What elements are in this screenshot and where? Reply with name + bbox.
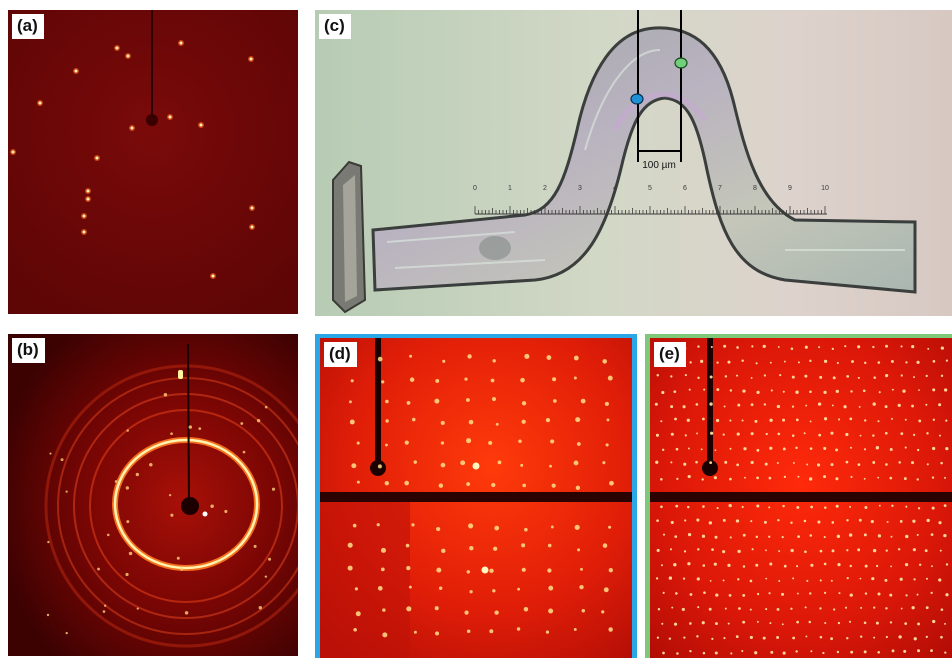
ruler-tick-label: 3: [578, 185, 582, 192]
diffraction-image-e: [650, 338, 952, 658]
ruler-tick-label: 2: [543, 185, 547, 192]
ruler-tick-label: 9: [788, 185, 792, 192]
diffraction-panel-b: (b): [8, 334, 298, 656]
diffraction-image-b: [8, 334, 298, 656]
ruler-tick-label: 7: [718, 185, 722, 192]
crystal-micrograph-image: 0 1 2 3 4 5 6 7 8 9 10 100 µm: [315, 10, 952, 316]
green-position-marker: [674, 57, 688, 69]
panel-label-b: (b): [12, 338, 45, 363]
diffraction-image-a: [8, 10, 298, 314]
ruler-tick-label: 4: [613, 185, 617, 192]
panel-label-a: (a): [12, 14, 44, 39]
ruler-tick-label: 8: [753, 185, 757, 192]
panel-label-c: (c): [319, 14, 351, 39]
diffraction-panel-e: (e): [645, 334, 952, 658]
ruler-tick-label: 6: [683, 185, 687, 192]
scale-bar-label: 100 µm: [642, 160, 676, 171]
ruler-tick-label: 0: [473, 185, 477, 192]
panel-label-e: (e): [654, 342, 686, 367]
panel-label-d: (d): [324, 342, 357, 367]
diffraction-panel-d: (d): [315, 334, 637, 658]
ruler-tick-label: 1: [508, 185, 512, 192]
ruler-tick-label: 10: [821, 185, 829, 192]
diffraction-image-d: [320, 338, 632, 658]
blue-position-marker: [630, 93, 644, 105]
crystal-micrograph-panel-c: 0 1 2 3 4 5 6 7 8 9 10 100 µm (c): [315, 10, 952, 316]
diffraction-panel-a: (a): [8, 10, 298, 314]
ruler-tick-label: 5: [648, 185, 652, 192]
